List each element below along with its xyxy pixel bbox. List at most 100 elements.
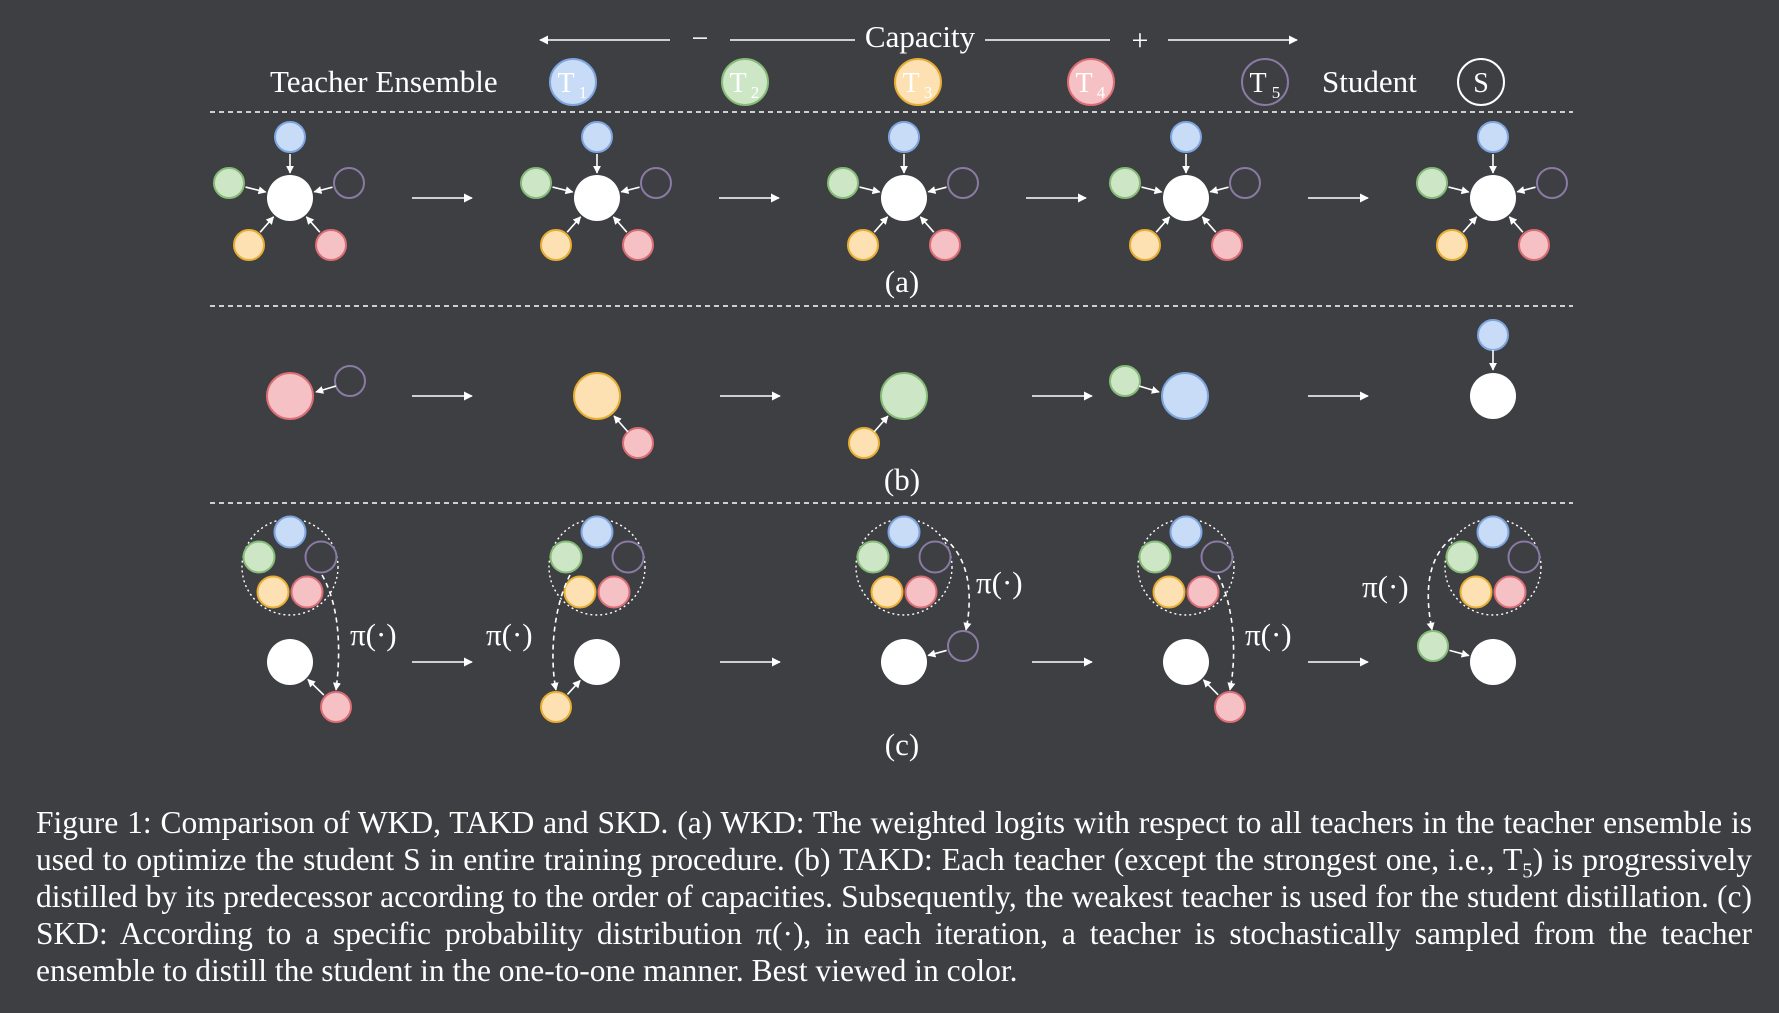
- legend-teacher-2-letter: T: [729, 68, 746, 99]
- panel-a-edge: [1141, 186, 1163, 195]
- sampling-arrow: [1217, 574, 1236, 691]
- legend-teacher-1-index: 1: [579, 83, 588, 102]
- panel-a-group-2: [520, 121, 672, 261]
- pool-teacher-node-t5: [918, 540, 952, 574]
- figure-caption: Figure 1: Comparison of WKD, TAKD and SK…: [36, 804, 1752, 989]
- panel-a-teacher-node-t3: [540, 229, 572, 261]
- pool-teacher-node-t3: [563, 575, 597, 609]
- panel-a-student-node: [574, 175, 620, 221]
- panel-a-edge: [1508, 216, 1524, 233]
- panel-c-sampled-teacher-node: [540, 691, 572, 723]
- panel-a-edge: [1155, 216, 1171, 233]
- pool-teacher-node-t1: [580, 515, 614, 549]
- capacity-axis: − Capacity +: [539, 19, 1298, 57]
- pool-teacher-node-t1: [1476, 515, 1510, 549]
- panel-b-label: (b): [884, 462, 920, 497]
- panel-a-teacher-node-t1: [1170, 121, 1202, 153]
- legend-teacher-3: T 3: [894, 58, 942, 106]
- legend-teacher-4: T 4: [1067, 58, 1115, 106]
- student-label: Student: [1322, 64, 1417, 99]
- pool-teacher-node-t2: [1138, 540, 1172, 574]
- svg-text:4: 4: [1097, 83, 1106, 102]
- panel-c-distill-edge: [1449, 649, 1470, 658]
- panel-a-teacher-node-t1: [888, 121, 920, 153]
- panel-a-teacher-node-t3: [1436, 229, 1468, 261]
- panel-a-teacher-node-t5: [333, 167, 365, 199]
- pool-teacher-node-t5: [1200, 540, 1234, 574]
- panel-c-group-5: [1417, 515, 1542, 685]
- svg-text:5: 5: [1272, 83, 1281, 102]
- panel-c-group-2: [540, 515, 646, 723]
- panel-a-edge: [305, 216, 321, 233]
- legend-student-symbol: S: [1473, 68, 1489, 99]
- panel-a-teacher-node-t1: [1477, 121, 1509, 153]
- panel-a-edge: [1448, 186, 1470, 195]
- caption-part-1: Figure 1: Comparison of WKD, TAKD and SK…: [36, 805, 1752, 877]
- legend-teacher-1-letter: T: [557, 68, 574, 99]
- pool-teacher-node-t4: [1493, 575, 1527, 609]
- svg-text:T: T: [557, 68, 574, 99]
- panel-b-step-2: [573, 372, 654, 459]
- sampling-arrow: [550, 574, 571, 691]
- panel-a-teacher-node-t2: [827, 167, 859, 199]
- legend-teacher-5-letter: T: [1249, 68, 1266, 99]
- panel-c-sampled-teacher-node: [947, 630, 979, 662]
- legend-teacher-3-index: 3: [924, 83, 933, 102]
- svg-text:T: T: [1249, 68, 1266, 99]
- panel-a-teacher-node-t1: [274, 121, 306, 153]
- panel-c-sampled-teacher-node: [1214, 691, 1246, 723]
- legend-student: S: [1457, 58, 1505, 106]
- panel-a-edge: [1209, 186, 1229, 194]
- legend-teacher-4-letter: T: [1075, 68, 1092, 99]
- panel-a-edge: [552, 186, 574, 195]
- panel-a-teacher-node-t3: [233, 229, 265, 261]
- panel-a-teacher-node-t3: [1129, 229, 1161, 261]
- pi-label-2: π(·): [486, 617, 533, 652]
- panel-c: π(·) π(·) π(·) π(·) π(·): [241, 515, 1542, 723]
- panel-a-edge: [859, 186, 881, 195]
- panel-a-edge: [566, 216, 582, 233]
- dividers: [210, 111, 1573, 504]
- legend-teacher-1: T 1: [549, 58, 597, 106]
- pool-teacher-node-t3: [256, 575, 290, 609]
- pool-teacher-node-t4: [1186, 575, 1220, 609]
- panel-a-teacher-node-t5: [640, 167, 672, 199]
- panel-a-edge: [620, 186, 640, 194]
- pi-label-4: π(·): [1245, 617, 1292, 652]
- sampling-arrow: [1426, 537, 1453, 631]
- panel-c-distill-edge: [566, 679, 581, 695]
- teacher-ensemble-label: Teacher Ensemble: [270, 64, 498, 99]
- legend-teacher-4-index: 4: [1097, 83, 1106, 102]
- panel-c-group-1: [241, 515, 352, 723]
- panel-a-edge: [245, 186, 267, 195]
- caption-part-2: ) is progressively distilled by its pred…: [36, 842, 1752, 988]
- pool-teacher-node-t3: [870, 575, 904, 609]
- panel-a-teacher-node-t5: [1536, 167, 1568, 199]
- pool-teacher-node-t4: [597, 575, 631, 609]
- panel-b-step-5: [1470, 319, 1516, 419]
- pi-label-3: π(·): [976, 565, 1023, 600]
- legend: Teacher Ensemble T 1 T 2 T 3 T 4 T 5 Stu…: [270, 58, 1505, 106]
- panel-c-label: (c): [885, 727, 919, 762]
- legend-teacher-2: T 2: [721, 58, 769, 106]
- panel-a-edge: [927, 186, 947, 194]
- caption-subscript: 5: [1522, 858, 1533, 883]
- panel-a-group-1: [213, 121, 365, 261]
- pool-teacher-node-t2: [242, 540, 276, 574]
- panel-b-step-1: [266, 365, 366, 420]
- svg-text:T: T: [1075, 68, 1092, 99]
- svg-text:T: T: [729, 68, 746, 99]
- panel-c-distill-edge: [927, 649, 947, 658]
- legend-teacher-2-index: 2: [751, 83, 760, 102]
- panel-a-label: (a): [885, 264, 919, 299]
- pool-teacher-node-t3: [1459, 575, 1493, 609]
- panel-c-group-3: [855, 515, 979, 685]
- panel-a-edge: [259, 216, 275, 233]
- panel-a-edge: [919, 216, 935, 233]
- panel-c-student-node: [1470, 639, 1516, 685]
- pool-teacher-node-t2: [856, 540, 890, 574]
- panel-c-sampled-teacher-node: [320, 691, 352, 723]
- panel-c-student-node: [1163, 639, 1209, 685]
- panel-b-step-3: [848, 372, 928, 459]
- panel-a-teacher-node-t3: [847, 229, 879, 261]
